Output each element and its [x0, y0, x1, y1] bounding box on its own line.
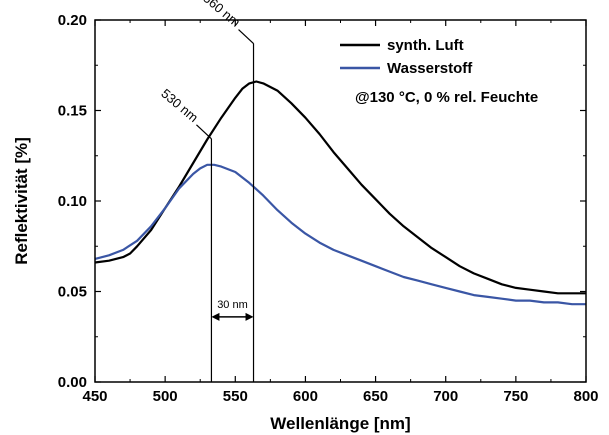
span-label: 30 nm [217, 299, 248, 311]
y-tick-labels: 0.00 0.05 0.10 0.15 0.20 [58, 12, 87, 391]
x-tick-label: 500 [153, 388, 178, 405]
series-lines [94, 80, 586, 306]
x-tick-label: 600 [293, 388, 318, 405]
x-tick-label: 550 [223, 388, 248, 405]
peak-label: 530 nm [158, 86, 201, 125]
x-tick-label: 700 [433, 388, 458, 405]
arrow-head-left [211, 312, 220, 321]
peak-label: 560 nm [200, 0, 243, 30]
y-tick-label: 0.20 [58, 12, 87, 29]
peak-leader [238, 29, 254, 44]
x-tick-label: 800 [573, 388, 598, 405]
x-tick-label: 750 [503, 388, 528, 405]
legend-label-wasserstoff: Wasserstoff [387, 60, 473, 77]
peak-leader [196, 124, 212, 140]
legend-label-synth-luft: synth. Luft [387, 37, 464, 54]
legend: synth. Luft Wasserstoff @130 °C, 0 % rel… [340, 37, 538, 106]
x-axis-label: Wellenlänge [nm] [270, 414, 410, 433]
y-tick-label: 0.05 [58, 284, 87, 301]
y-tick-label: 0.10 [58, 193, 87, 210]
x-tick-labels: 450 500 550 600 650 700 750 800 [82, 388, 598, 405]
x-tick-label: 650 [363, 388, 388, 405]
annotations: 530 nm 560 nm 30 nm [158, 0, 255, 382]
x-tick-label: 450 [82, 388, 107, 405]
y-axis-label: Reflektivität [%] [12, 137, 31, 265]
y-tick-label: 0.15 [58, 103, 87, 120]
y-tick-label: 0.00 [58, 374, 87, 391]
series-line-0 [94, 80, 586, 295]
legend-condition-note: @130 °C, 0 % rel. Feuchte [355, 89, 538, 106]
plot-area-frame [94, 19, 587, 383]
series-line-1 [94, 163, 586, 306]
arrow-head-right [245, 312, 254, 321]
